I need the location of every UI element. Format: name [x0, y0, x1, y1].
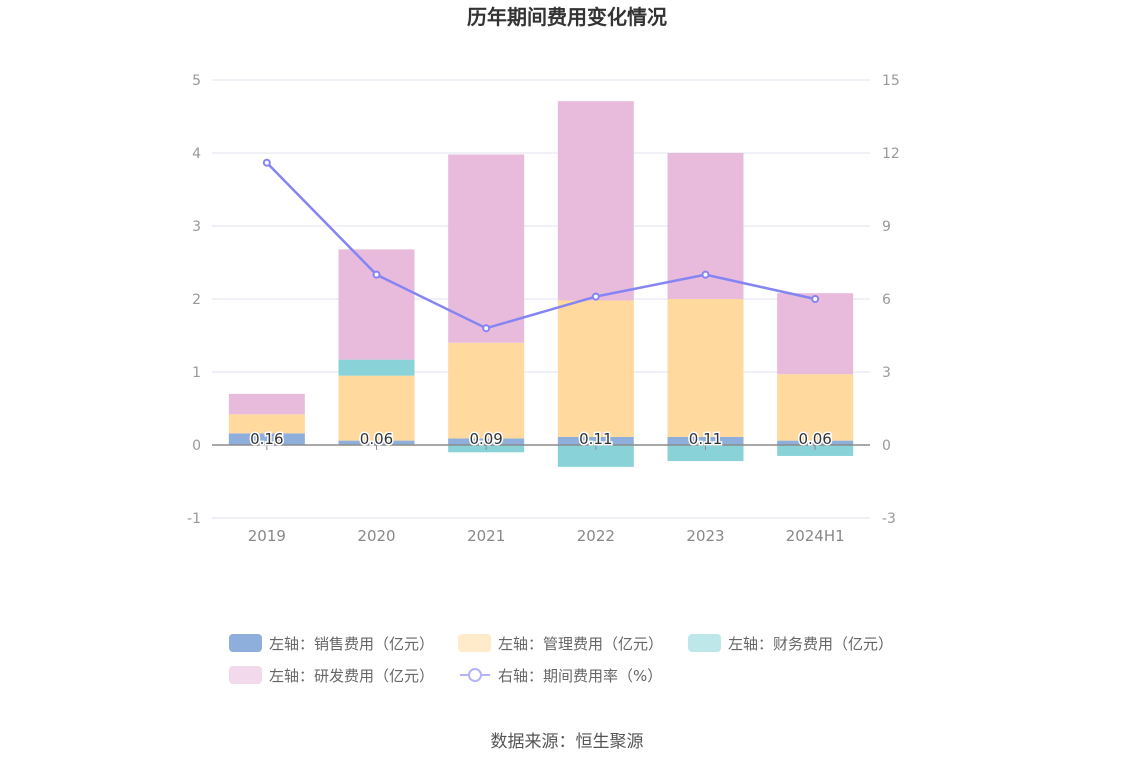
- left-tick-label: -1: [187, 511, 201, 527]
- left-tick-label: 3: [192, 219, 201, 235]
- bar-sales-2020: [338, 440, 415, 445]
- bar-admin-2023: [667, 299, 744, 437]
- legend: 左轴：销售费用（亿元） 左轴：管理费用（亿元） 左轴：财务费用（亿元） 左轴：研发费用…: [229, 634, 893, 685]
- bar-rd-2024H1: [777, 293, 854, 375]
- bar-admin-2020: [338, 375, 415, 441]
- right-tick-label: 9: [882, 219, 891, 235]
- bar-finance-2023: [667, 445, 744, 462]
- bar-sales-2024H1: [777, 440, 854, 445]
- bars: [228, 101, 854, 467]
- legend-label-finance: 左轴：财务费用（亿元）: [728, 635, 893, 653]
- data-label: 0.16: [250, 430, 283, 448]
- data-label: 0.11: [689, 430, 722, 448]
- rate-line: [262, 158, 820, 333]
- bar-rd-2020: [338, 249, 415, 360]
- category-label: 2023: [686, 527, 724, 545]
- legend-swatch-sales: [229, 634, 262, 652]
- bar-sales-2021: [448, 438, 525, 445]
- category-label: 2024H1: [786, 527, 845, 545]
- rate-point-2020: [372, 270, 381, 279]
- rate-point-2021: [482, 324, 491, 333]
- bar-admin-2024H1: [777, 374, 854, 441]
- right-tick-label: 6: [882, 292, 891, 308]
- bar-finance-2022: [557, 445, 634, 467]
- left-tick-label: 2: [192, 292, 201, 308]
- category-label: 2020: [357, 527, 395, 545]
- bar-admin-2021: [448, 342, 525, 439]
- rate-point-2022: [591, 292, 600, 301]
- right-tick-label: 0: [882, 438, 891, 454]
- rate-point-2023: [701, 270, 710, 279]
- bar-sales-2019: [228, 433, 305, 445]
- data-label: 0.09: [469, 430, 502, 448]
- right-tick-label: 3: [882, 365, 891, 381]
- bar-rd-2019: [228, 393, 305, 415]
- bar-admin-2019: [228, 414, 305, 434]
- legend-swatch-admin: [458, 634, 491, 652]
- bar-finance-2024H1: [777, 445, 854, 456]
- legend-label-sales: 左轴：销售费用（亿元）: [269, 635, 434, 653]
- left-tick-label: 5: [192, 73, 201, 89]
- right-tick-label: 15: [882, 73, 900, 89]
- data-labels: 0.16 0.06 0.09 0.11 0.11 0.06: [249, 429, 834, 450]
- grid: [212, 79, 870, 519]
- legend-swatch-rd: [229, 666, 262, 684]
- left-tick-label: 1: [192, 365, 201, 381]
- legend-label-rd: 左轴：研发费用（亿元）: [269, 667, 434, 685]
- legend-label-rate: 右轴：期间费用率（%）: [498, 667, 662, 685]
- data-label: 0.06: [798, 430, 831, 448]
- left-axis: 5 4 3 2 1 0 -1: [187, 73, 201, 527]
- right-tick-label: 12: [882, 146, 900, 162]
- bar-finance-2020: [338, 359, 415, 376]
- right-tick-label: -3: [882, 511, 896, 527]
- left-tick-label: 4: [192, 146, 201, 162]
- data-label: 0.11: [579, 430, 612, 448]
- bar-rd-2021: [448, 154, 525, 343]
- x-axis: [212, 444, 870, 450]
- rate-point-2019: [262, 158, 271, 167]
- category-label: 2021: [467, 527, 505, 545]
- category-label: 2019: [248, 527, 286, 545]
- rate-point-2024H1: [811, 295, 820, 303]
- left-tick-label: 0: [192, 438, 201, 454]
- data-label: 0.06: [360, 430, 393, 448]
- legend-swatch-finance: [688, 634, 721, 652]
- legend-label-admin: 左轴：管理费用（亿元）: [498, 635, 663, 653]
- bar-sales-2023: [667, 436, 744, 445]
- category-label: 2022: [577, 527, 615, 545]
- rate-line-path: [265, 161, 816, 330]
- source-note: 数据来源：恒生聚源: [491, 732, 644, 752]
- bar-sales-2022: [557, 436, 634, 445]
- bar-rd-2022: [557, 101, 634, 301]
- chart-title: 历年期间费用变化情况: [467, 5, 667, 29]
- right-axis: 15 12 9 6 3 0 -3: [882, 73, 900, 527]
- bar-admin-2022: [557, 300, 634, 437]
- category-labels: 2019 2020 2021 2022 2023 2024H1: [248, 527, 845, 545]
- legend-marker-rate: [468, 668, 482, 682]
